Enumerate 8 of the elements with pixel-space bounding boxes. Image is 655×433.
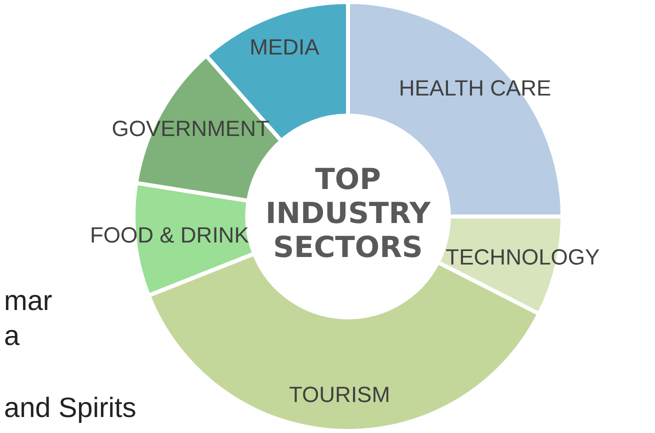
text: mar	[4, 285, 52, 317]
text: a	[4, 320, 20, 352]
slice-label: TECHNOLOGY	[446, 244, 600, 270]
text: and Spirits	[4, 392, 136, 424]
slice-label: TOURISM	[289, 382, 390, 408]
slice-label: MEDIA	[250, 34, 320, 60]
slice-label: HEALTH CARE	[398, 76, 552, 101]
text: TOP INDUSTRY SECTORS	[264, 162, 432, 264]
